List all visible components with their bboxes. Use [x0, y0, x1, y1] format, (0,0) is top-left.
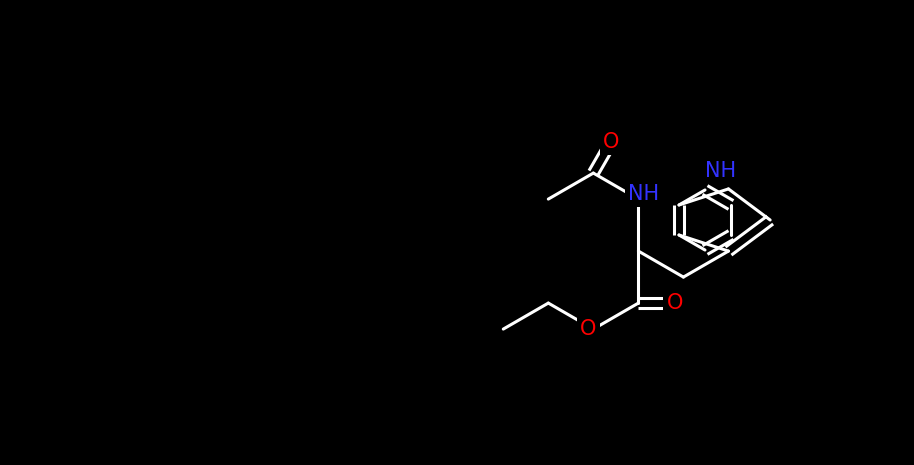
Text: NH: NH	[705, 161, 736, 181]
Text: NH: NH	[628, 184, 659, 204]
Text: O: O	[666, 293, 683, 313]
Text: O: O	[603, 132, 620, 152]
Text: O: O	[580, 319, 597, 339]
